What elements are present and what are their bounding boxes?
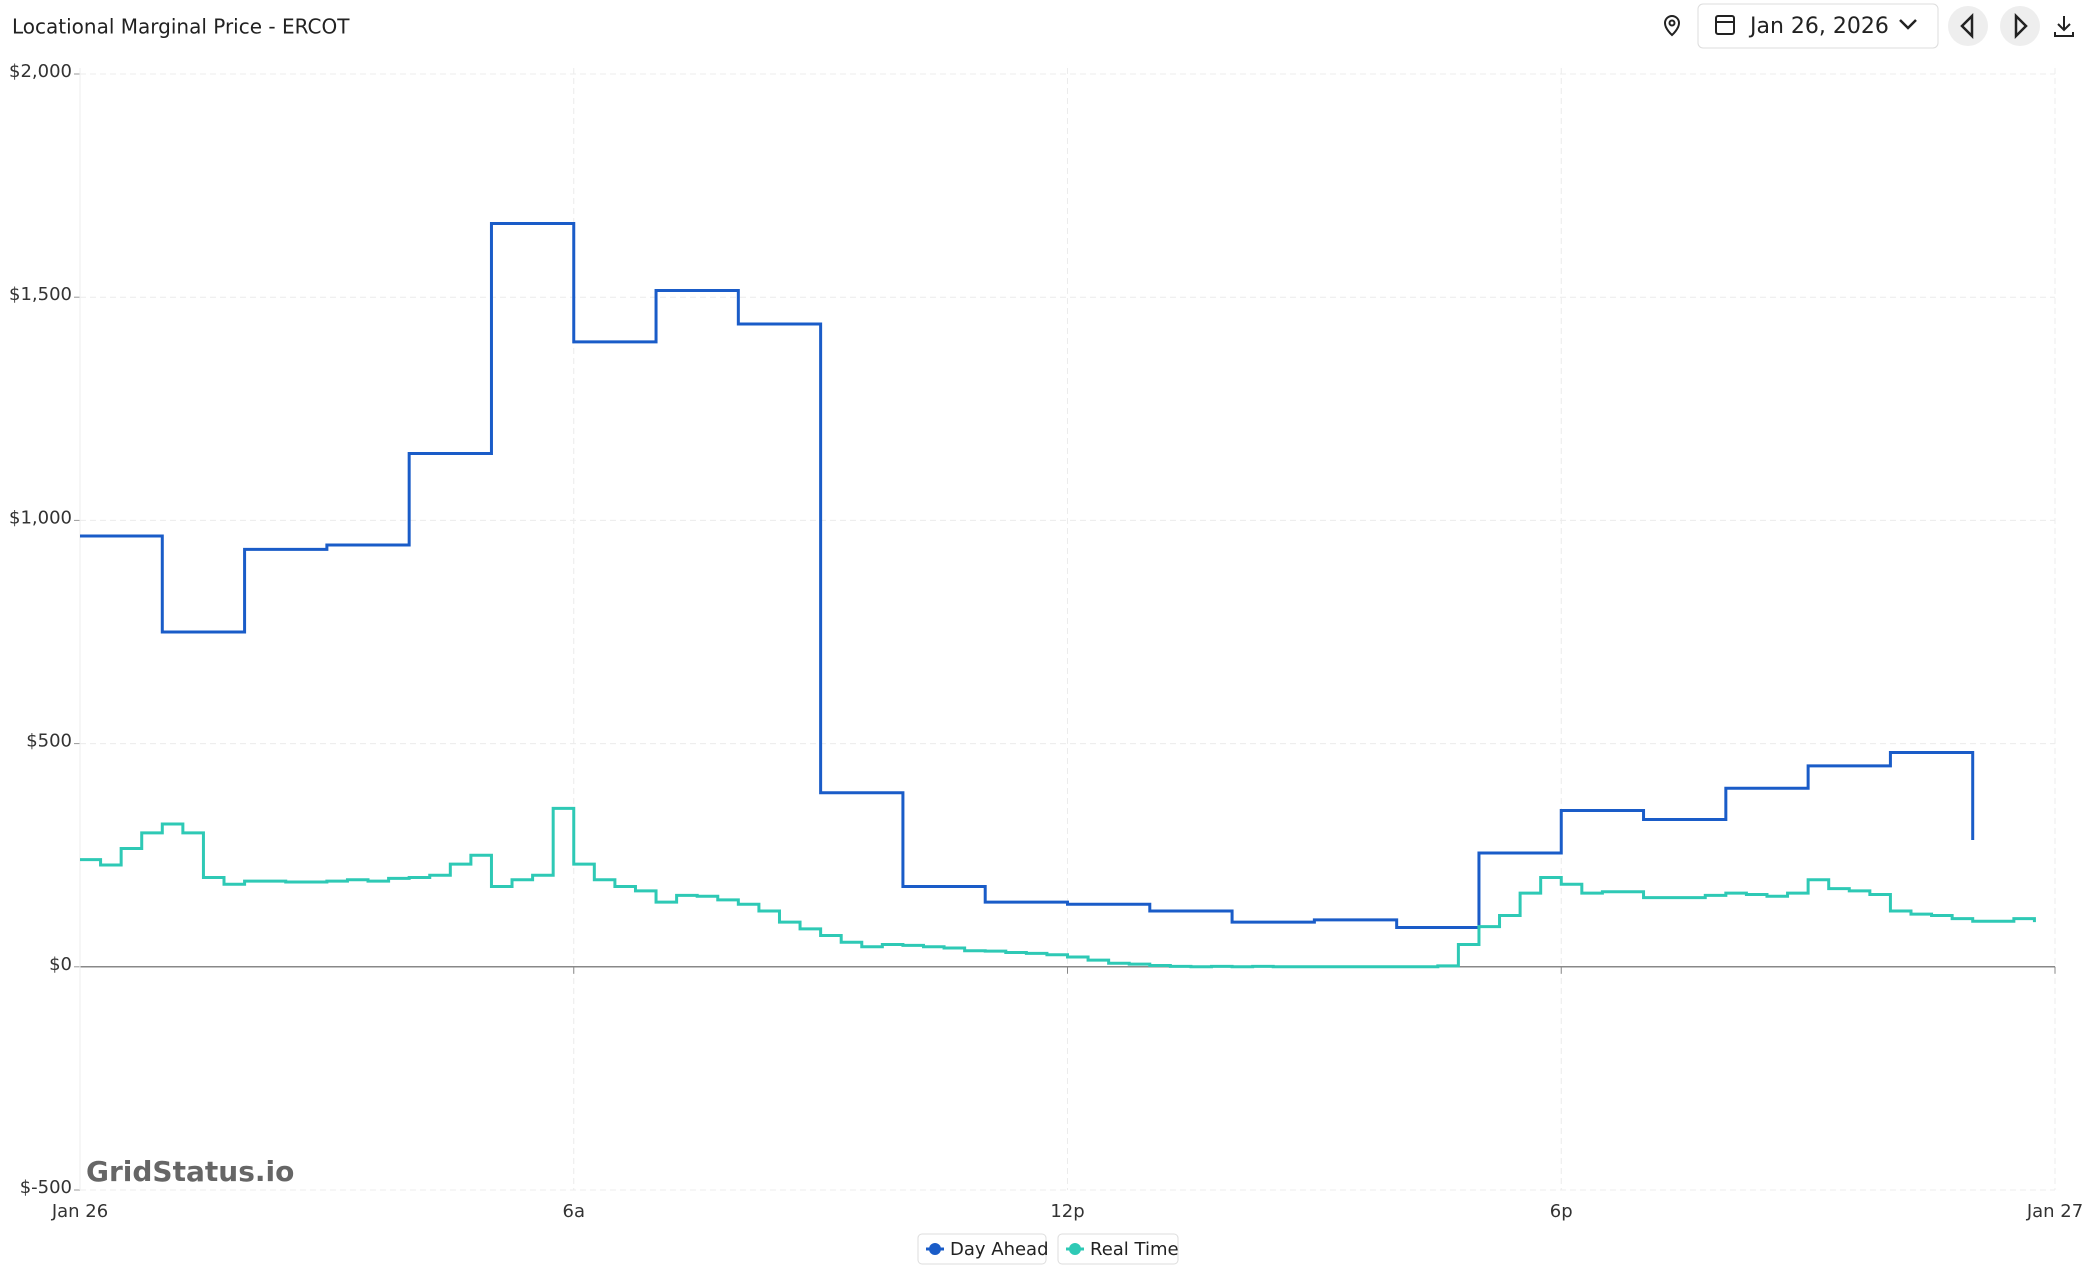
- download-icon: [2054, 16, 2074, 37]
- legend: Day Ahead Real Time: [917, 1233, 1179, 1265]
- legend-item[interactable]: Day Ahead: [917, 1233, 1049, 1265]
- x-tick-label: 6p: [1550, 1201, 1573, 1222]
- location-icon-dot: [1668, 19, 1676, 27]
- legend-swatch: [1069, 1243, 1081, 1255]
- x-tick-label: 12p: [1050, 1201, 1084, 1222]
- plot-area: $-500 $0 $500 $1,000 $1,500 $2,000 Jan 26 6a 12p…: [9, 61, 2083, 1222]
- chevron-down: [1899, 19, 1917, 30]
- legend-box: [1057, 1233, 1179, 1265]
- legend-label: Day Ahead: [950, 1239, 1049, 1260]
- legend-label: Real Time: [1090, 1239, 1179, 1260]
- chart-title: Locational Marginal Price - ERCOT: [12, 15, 350, 39]
- y-tick-label: $2,000: [9, 61, 72, 82]
- y-tick-label: $500: [26, 731, 72, 752]
- prev-icon: [1960, 12, 1974, 40]
- date-box: [1697, 3, 1939, 49]
- series-line: [80, 806, 2036, 969]
- y-tick-label: $1,500: [9, 284, 72, 305]
- x-tick-label: Jan 26: [51, 1201, 108, 1222]
- y-tick-label: $0: [49, 954, 72, 975]
- y-tick-label: $-500: [20, 1177, 72, 1198]
- legend-item[interactable]: Real Time: [1057, 1233, 1179, 1265]
- location-icon: [1663, 14, 1681, 37]
- watermark: GridStatus.io: [86, 1155, 294, 1188]
- prev-button[interactable]: [1948, 6, 1988, 46]
- calendar-icon: [1715, 15, 1735, 35]
- series-line: [80, 222, 1975, 930]
- date-picker[interactable]: Jan 26, 2026: [1697, 3, 1939, 49]
- legend-box: [917, 1233, 1047, 1265]
- location-button[interactable]: [1663, 14, 1681, 37]
- prev-circle: [1948, 6, 1988, 46]
- y-tick-label: $1,000: [9, 507, 72, 528]
- date-text: Jan 26, 2026: [1748, 14, 1889, 39]
- next-circle: [2000, 6, 2040, 46]
- x-tick-label: Jan 27: [2026, 1201, 2083, 1222]
- next-icon: [2014, 12, 2028, 40]
- x-tick-label: 6a: [563, 1201, 585, 1222]
- download-button[interactable]: [2054, 16, 2074, 37]
- legend-swatch: [929, 1243, 941, 1255]
- next-button[interactable]: [2000, 6, 2040, 46]
